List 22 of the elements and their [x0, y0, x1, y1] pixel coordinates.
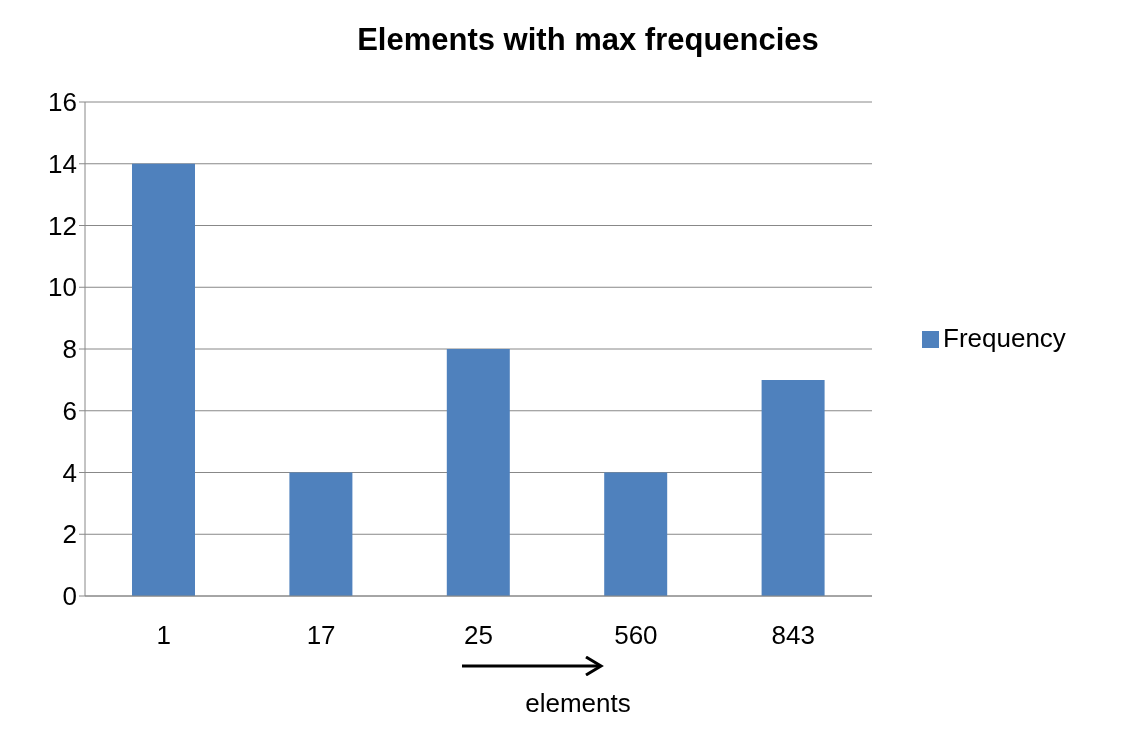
- x-tick-label: 25: [464, 620, 493, 651]
- x-tick-label: 1: [156, 620, 171, 651]
- y-tick-label: 8: [62, 334, 77, 365]
- y-tick-label: 0: [62, 581, 77, 612]
- y-tick-label: 10: [48, 272, 77, 303]
- y-tick-label: 6: [62, 395, 77, 426]
- bar: [132, 163, 195, 596]
- y-tick-label: 4: [62, 457, 77, 488]
- y-tick-label: 14: [48, 148, 77, 179]
- x-tick-label: 17: [306, 620, 336, 651]
- bar: [761, 379, 825, 596]
- x-axis-title: elements: [524, 688, 632, 719]
- legend-label: Frequency: [943, 322, 1066, 353]
- bar: [604, 472, 668, 596]
- x-tick-label: 843: [771, 620, 815, 651]
- bar: [289, 472, 353, 596]
- x-tick-label: 560: [614, 620, 658, 651]
- y-tick-label: 12: [48, 210, 77, 241]
- bar: [446, 349, 510, 596]
- y-tick-label: 2: [62, 519, 77, 550]
- chart-title: Elements with max frequencies: [356, 22, 820, 58]
- y-tick-label: 16: [48, 87, 77, 118]
